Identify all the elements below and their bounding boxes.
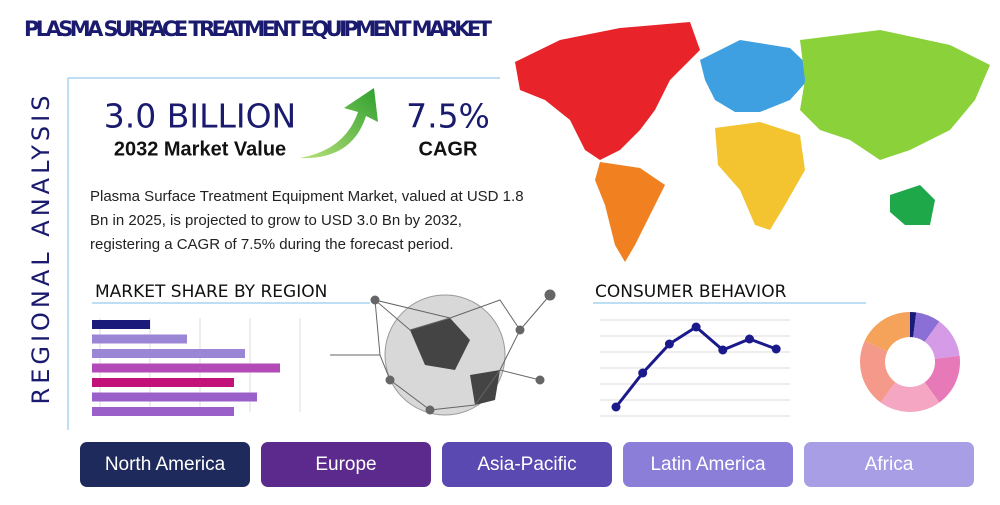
side-label: REGIONAL ANALYSIS xyxy=(27,92,55,405)
frame xyxy=(67,77,500,430)
donut-slice xyxy=(864,312,910,352)
trend-point xyxy=(611,402,621,412)
region-button[interactable] xyxy=(804,442,974,487)
donut-slice xyxy=(880,382,940,412)
share-bar xyxy=(92,363,280,373)
description-line: Plasma Surface Treatment Equipment Marke… xyxy=(90,188,524,205)
world-map xyxy=(515,22,990,262)
share-bar xyxy=(92,334,187,344)
region-button[interactable] xyxy=(442,442,612,487)
share-bar xyxy=(92,349,245,358)
trend-point xyxy=(745,334,754,344)
region-label[interactable]: Africa xyxy=(865,454,914,475)
region-button[interactable] xyxy=(80,442,250,487)
stat-value: 7.5% xyxy=(406,97,490,136)
donut-slice xyxy=(910,312,917,338)
region-label[interactable]: Europe xyxy=(315,454,376,475)
network-globe xyxy=(330,289,556,416)
trend-point xyxy=(771,344,781,354)
trend-point xyxy=(718,345,728,355)
region-label[interactable]: North America xyxy=(105,454,226,475)
section-title: CONSUMER BEHAVIOR xyxy=(595,282,787,302)
stat-label: 2032 Market Value xyxy=(114,138,286,160)
growth-arrow xyxy=(300,88,378,159)
region-label[interactable]: Asia-Pacific xyxy=(477,454,576,475)
line-grid xyxy=(600,319,790,417)
section-title: MARKET SHARE BY REGION xyxy=(95,282,327,302)
stat-label: CAGR xyxy=(419,138,478,160)
trend-point xyxy=(691,322,701,332)
donut-slice xyxy=(860,340,896,403)
region-button[interactable] xyxy=(261,442,431,487)
share-bar xyxy=(92,392,257,402)
region-button[interactable] xyxy=(623,442,793,487)
share-bar xyxy=(92,407,234,416)
share-bar xyxy=(92,378,234,387)
description-line: Bn in 2025, is projected to grow to USD … xyxy=(90,212,462,229)
region-label[interactable]: Latin America xyxy=(650,454,766,475)
description-line: registering a CAGR of 7.5% during the fo… xyxy=(90,236,454,253)
page-title: PLASMA SURFACE TREATMENT EQUIPMENT MARKE… xyxy=(24,17,493,41)
share-bar xyxy=(92,320,150,329)
donut-slice xyxy=(913,312,940,342)
trend-point xyxy=(664,339,674,349)
donut-slice xyxy=(924,355,960,403)
donut-slice xyxy=(924,321,960,359)
stat-value: 3.0 BILLION xyxy=(104,97,297,136)
trend-point xyxy=(638,368,648,378)
